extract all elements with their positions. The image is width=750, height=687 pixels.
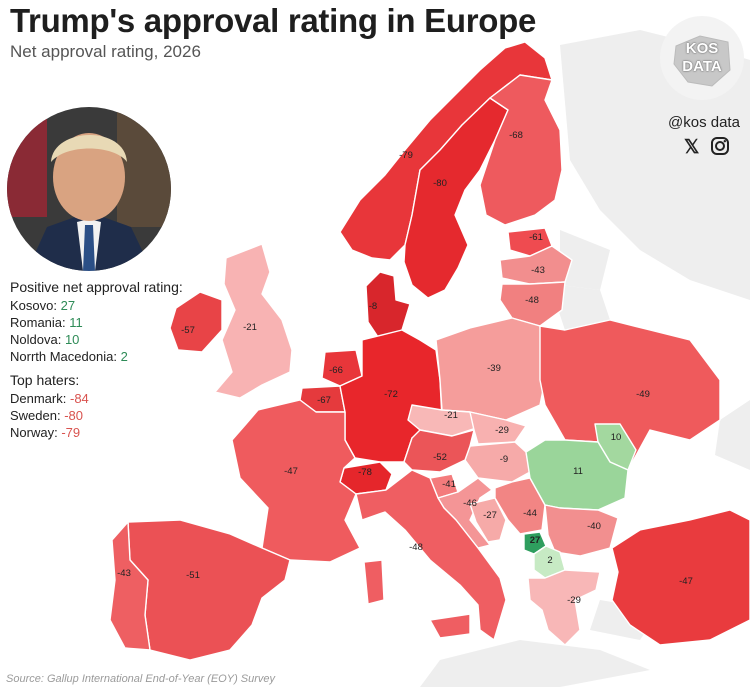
map-value-spain: -51 <box>186 570 200 581</box>
map-value-latvia: -43 <box>531 265 545 276</box>
map-value-norway: -79 <box>399 150 413 161</box>
map-value-lithuania: -48 <box>525 295 539 306</box>
map-value-ukraine: -49 <box>636 389 650 400</box>
country-romania <box>525 439 629 511</box>
country-sweden <box>403 97 509 299</box>
x-logo-icon[interactable]: 𝕏 <box>684 137 700 158</box>
map-value-bulgaria: -40 <box>587 521 601 532</box>
country-greece <box>527 569 601 646</box>
legend-positive: Positive net approval rating: Kosovo: 27… <box>10 279 183 365</box>
legend-value: 10 <box>64 332 80 347</box>
map-value-france: -47 <box>284 466 298 477</box>
legend-item: Sweden: -80 <box>10 408 84 423</box>
country-ireland <box>169 291 223 353</box>
legend-value: 11 <box>69 315 83 330</box>
map-value-austria: -52 <box>433 452 447 463</box>
map-value-poland: -39 <box>487 363 501 374</box>
legend-item: Norrth Macedonia: 2 <box>10 349 128 364</box>
country-france <box>231 399 361 563</box>
map-value-sweden: -80 <box>433 178 447 189</box>
legend-haters-header: Top haters: <box>10 372 80 388</box>
country-sicily <box>429 613 471 639</box>
map-value-turkey: -47 <box>679 576 693 587</box>
country-ukraine <box>539 319 721 471</box>
map-value-hungary: -9 <box>500 454 508 465</box>
map-value-serbia: -44 <box>523 508 537 519</box>
map-value-slovenia: -41 <box>442 479 456 490</box>
logo-line-2: DATA <box>682 58 722 75</box>
map-value-germany: -72 <box>384 389 398 400</box>
country-bulgaria <box>544 504 619 557</box>
instagram-icon[interactable] <box>710 136 730 162</box>
countries <box>109 41 750 661</box>
country-serbia <box>494 477 546 535</box>
legend-item: Denmark: -84 <box>10 391 89 406</box>
legend-value: 2 <box>120 349 128 364</box>
page-title: Trump's approval rating in Europe <box>10 2 537 39</box>
legend-value: -84 <box>69 391 89 406</box>
map-value-switzerland: -78 <box>358 467 372 478</box>
map-value-bosnia: -27 <box>483 510 497 521</box>
country-sardinia <box>363 559 385 605</box>
map-value-finland: -68 <box>509 130 523 141</box>
map-value-belgium: -67 <box>317 395 331 406</box>
map-value-netherlands: -66 <box>329 365 343 376</box>
map-value-denmark: -8 <box>369 301 377 312</box>
country-italy <box>355 469 507 641</box>
country-czechia <box>407 404 477 437</box>
source-note: Source: Gallup International End-of-Year… <box>6 673 276 685</box>
map-value-czechia: -21 <box>444 410 458 421</box>
legend-value: -79 <box>61 425 81 440</box>
country-latvia <box>499 245 573 285</box>
country-austria <box>403 429 475 473</box>
legend-item: Romania: 11 <box>10 315 83 330</box>
map-value-kosovo: 27 <box>530 535 541 546</box>
legend-value: 27 <box>60 298 76 313</box>
portrait-photo <box>7 107 171 271</box>
page-subtitle: Net approval rating, 2026 <box>10 42 201 61</box>
map-value-uk: -21 <box>243 322 257 333</box>
map-value-italy: -48 <box>409 542 423 553</box>
logo-line-1: KOS <box>685 40 719 57</box>
country-portugal <box>109 521 151 651</box>
country-turkey <box>611 509 750 646</box>
legend-positive-header: Positive net approval rating: <box>10 279 183 295</box>
social-handle: @kos data <box>668 114 740 131</box>
country-uk <box>214 243 293 399</box>
country-value-labels: -79 -80 -68 -61 -43 -48 -8 -57 -21 -66 -67 -72 -39 -4… <box>117 130 693 606</box>
kos-data-logo: KOS DATA <box>660 16 744 100</box>
map-value-portugal: -43 <box>117 568 131 579</box>
logo-shape-icon <box>673 35 731 87</box>
country-finland <box>479 74 563 226</box>
map-value-croatia: -46 <box>463 498 477 509</box>
country-lithuania <box>499 281 566 327</box>
legend-item: Norway: -79 <box>10 425 81 440</box>
map-value-slovakia: -29 <box>495 425 509 436</box>
map-value-estonia: -61 <box>529 232 543 243</box>
legend-value: -80 <box>64 408 84 423</box>
map-value-north_macedonia: 2 <box>547 555 552 566</box>
legend-haters: Top haters: Denmark: -84 Sweden: -80 Nor… <box>10 372 89 441</box>
legend-item: Kosovo: 27 <box>10 298 76 313</box>
country-hungary <box>464 441 531 483</box>
map-value-greece: -29 <box>567 595 581 606</box>
legend-item: Noldova: 10 <box>10 332 80 347</box>
map-value-ireland: -57 <box>181 325 195 336</box>
country-poland <box>435 317 546 421</box>
map-value-moldova: 10 <box>611 432 622 443</box>
country-denmark <box>365 271 411 341</box>
map-value-romania: 11 <box>573 466 583 477</box>
